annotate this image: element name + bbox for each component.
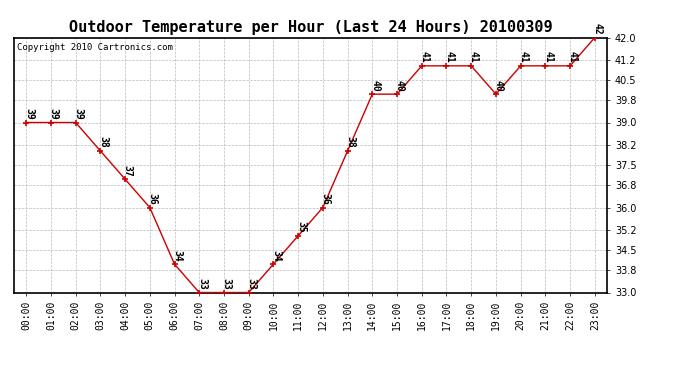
Text: 34: 34 — [271, 250, 282, 261]
Text: 41: 41 — [518, 51, 529, 63]
Text: 40: 40 — [395, 80, 405, 92]
Text: 36: 36 — [148, 193, 157, 205]
Text: 33: 33 — [197, 278, 207, 290]
Text: 34: 34 — [172, 250, 182, 261]
Text: 38: 38 — [346, 136, 355, 148]
Text: 37: 37 — [123, 165, 133, 176]
Text: 33: 33 — [221, 278, 232, 290]
Text: 42: 42 — [593, 23, 602, 35]
Text: 41: 41 — [568, 51, 578, 63]
Text: 39: 39 — [24, 108, 34, 120]
Text: 33: 33 — [246, 278, 257, 290]
Text: 39: 39 — [49, 108, 59, 120]
Text: 41: 41 — [469, 51, 479, 63]
Text: 40: 40 — [494, 80, 504, 92]
Text: 41: 41 — [444, 51, 454, 63]
Text: 38: 38 — [98, 136, 108, 148]
Text: 41: 41 — [420, 51, 430, 63]
Text: 39: 39 — [73, 108, 83, 120]
Text: 36: 36 — [321, 193, 331, 205]
Text: Copyright 2010 Cartronics.com: Copyright 2010 Cartronics.com — [17, 43, 172, 52]
Text: 40: 40 — [370, 80, 380, 92]
Text: 41: 41 — [543, 51, 553, 63]
Title: Outdoor Temperature per Hour (Last 24 Hours) 20100309: Outdoor Temperature per Hour (Last 24 Ho… — [69, 20, 552, 35]
Text: 35: 35 — [296, 221, 306, 233]
